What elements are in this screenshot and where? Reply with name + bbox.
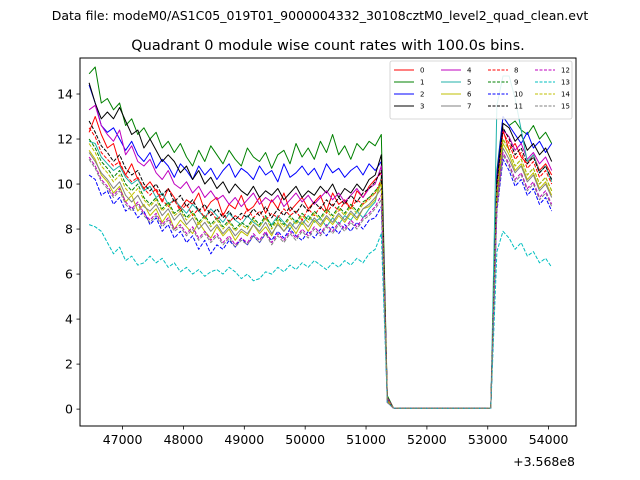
y-axis: 0 2 4 6 8 10 12 14	[57, 87, 80, 417]
legend-label-12: 12	[561, 67, 570, 75]
figure-suptitle: Data file: modeM0/AS1C05_019T01_90000043…	[52, 8, 589, 23]
x-tick-label: 54000	[529, 432, 569, 447]
x-tick-label: 48000	[164, 432, 204, 447]
legend-label-7: 7	[467, 103, 471, 111]
series-line-14	[88, 138, 553, 409]
x-axis: 47000 48000 49000 50000 51000 52000 53000 54000	[103, 426, 569, 447]
y-tick-label: 6	[65, 267, 73, 282]
chart-title: Quadrant 0 module wise count rates with …	[131, 38, 525, 54]
legend-box	[389, 60, 573, 120]
y-tick-label: 4	[65, 312, 73, 327]
legend-label-11: 11	[514, 103, 523, 111]
y-tick-label: 10	[57, 177, 73, 192]
x-tick-label: 51000	[346, 432, 386, 447]
legend-label-14: 14	[561, 91, 570, 99]
series-line-13	[88, 224, 553, 409]
axes-frame	[79, 57, 577, 427]
y-tick-label: 8	[65, 222, 73, 237]
x-tick-label: 50000	[285, 432, 325, 447]
legend-label-4: 4	[467, 67, 472, 75]
legend-label-5: 5	[467, 79, 471, 87]
series-line-9	[88, 138, 553, 409]
y-tick-label: 0	[65, 402, 73, 417]
legend-label-3: 3	[420, 103, 424, 111]
x-tick-label: 49000	[224, 432, 264, 447]
y-tick-label: 12	[57, 132, 73, 147]
x-offset-label: +3.568e8	[513, 454, 575, 469]
y-tick-label: 14	[57, 87, 73, 102]
legend-label-1: 1	[420, 79, 424, 87]
legend-label-15: 15	[561, 103, 570, 111]
legend-label-0: 0	[420, 67, 424, 75]
series-line-15	[88, 154, 553, 409]
legend-label-6: 6	[467, 91, 472, 99]
legend-label-10: 10	[514, 91, 523, 99]
legend-label-8: 8	[514, 67, 518, 75]
x-tick-label: 47000	[103, 432, 143, 447]
legend-label-9: 9	[514, 79, 518, 87]
legend-label-13: 13	[561, 79, 570, 87]
x-tick-label: 53000	[468, 432, 508, 447]
y-tick-label: 2	[65, 357, 73, 372]
legend-label-2: 2	[420, 91, 424, 99]
series-layer	[88, 66, 553, 409]
x-tick-label: 52000	[407, 432, 447, 447]
